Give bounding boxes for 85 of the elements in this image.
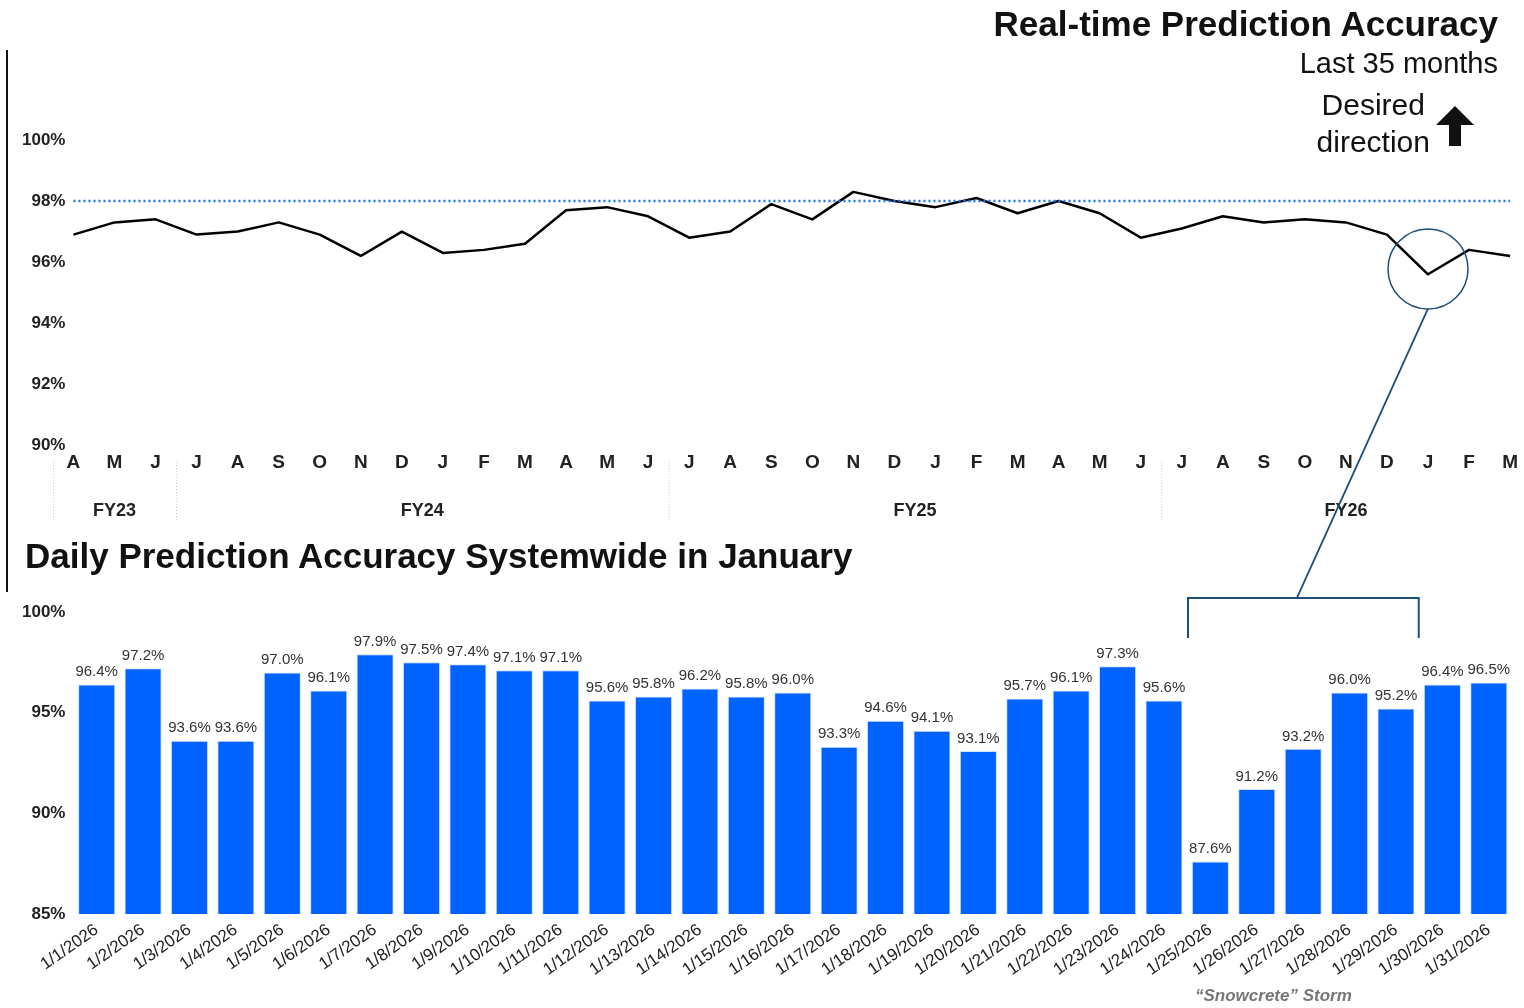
x-tick-label: J: [930, 450, 941, 472]
x-tick-label: J: [150, 450, 161, 472]
x-tick-label: S: [272, 450, 286, 472]
x-tick-label: N: [846, 450, 861, 472]
x-tick-label: M: [106, 450, 123, 472]
x-tick-label: D: [394, 450, 409, 472]
data-label: 93.3%: [817, 724, 861, 742]
x-tick-label: O: [312, 450, 328, 472]
x-tick-label: O: [1297, 450, 1313, 472]
data-label: 95.2%: [1374, 686, 1418, 704]
text: FY23: [93, 500, 137, 520]
data-label: 95.7%: [1003, 676, 1047, 694]
data-label: 96.4%: [75, 662, 118, 680]
y-tick-label: 90%: [31, 802, 66, 822]
x-tick-label: M: [1091, 450, 1108, 472]
x-tick-label: S: [764, 450, 778, 472]
x-tick-label: J: [191, 450, 202, 472]
y-tick-label: 98%: [31, 190, 66, 210]
x-tick-label: M: [599, 450, 615, 472]
y-tick-label: 100%: [22, 129, 66, 149]
y-tick-label: 85%: [31, 903, 66, 923]
data-label: 95.6%: [1142, 678, 1186, 696]
data-label: 93.6%: [214, 718, 258, 736]
x-tick-label: A: [1051, 450, 1066, 472]
x-tick-label: D: [1380, 450, 1394, 472]
text: FY24: [400, 500, 444, 520]
data-label: 91.2%: [1235, 766, 1279, 784]
data-label: 93.6%: [168, 718, 211, 736]
data-label: 97.1%: [493, 648, 536, 666]
chart-title: Real-time Prediction Accuracy: [993, 4, 1498, 44]
data-label: 96.2%: [678, 666, 722, 684]
data-label: 97.2%: [121, 646, 165, 663]
x-tick-label: J: [1422, 450, 1434, 472]
x-tick-label: F: [970, 450, 983, 472]
y-tick-label: 90%: [31, 434, 66, 454]
x-tick-label: S: [1257, 450, 1271, 472]
x-tick-label: O: [804, 450, 820, 472]
x-tick-label: A: [559, 450, 574, 472]
x-tick-label: J: [1176, 450, 1188, 472]
y-tick-label: 100%: [22, 601, 66, 621]
data-label: 94.6%: [864, 698, 907, 716]
data-label: 97.1%: [539, 648, 582, 666]
text: “Snowcrete” Storm: [1195, 986, 1352, 1006]
data-label: 93.2%: [1281, 726, 1325, 744]
x-tick-label: A: [723, 450, 738, 472]
data-label: 97.5%: [400, 639, 443, 657]
data-label: 96.1%: [1049, 668, 1093, 686]
data-label: 97.9%: [353, 631, 397, 649]
data-label: 96.1%: [307, 668, 350, 686]
x-tick-label: J: [1135, 450, 1146, 472]
x-tick-label: J: [683, 450, 695, 472]
data-label: 96.5%: [1467, 660, 1511, 678]
annotation: Desired direction: [1316, 87, 1430, 160]
data-label: 97.0%: [261, 650, 304, 668]
data-label: 93.1%: [957, 728, 1000, 746]
x-tick-label: M: [1502, 450, 1518, 472]
chart-subtitle: Last 35 months: [1299, 47, 1498, 80]
data-label: 97.4%: [446, 641, 490, 659]
x-tick-label: A: [230, 450, 245, 472]
x-tick-label: J: [642, 450, 654, 472]
x-tick-label: D: [887, 450, 902, 472]
text: FY25: [893, 500, 937, 520]
chart-title: Daily Prediction Accuracy Systemwide in January: [25, 536, 853, 576]
data-label: 96.0%: [1328, 670, 1371, 688]
x-tick-label: N: [353, 450, 368, 472]
x-tick-label: A: [1215, 450, 1230, 472]
data-label: 95.8%: [725, 674, 768, 692]
x-tick-label: M: [517, 450, 533, 472]
data-label: 96.4%: [1421, 662, 1464, 680]
x-tick-label: F: [478, 450, 490, 472]
data-label: 95.8%: [632, 674, 675, 692]
y-tick-label: 92%: [31, 373, 66, 393]
y-tick-label: 94%: [31, 312, 66, 332]
data-label: 97.3%: [1096, 643, 1139, 661]
data-label: 94.1%: [910, 708, 954, 726]
x-tick-label: J: [437, 450, 449, 472]
y-tick-label: 96%: [31, 251, 66, 271]
x-tick-label: N: [1339, 450, 1353, 472]
x-tick-label: A: [66, 450, 81, 472]
x-tick-label: M: [1009, 450, 1026, 472]
y-tick-label: 95%: [31, 702, 66, 722]
x-tick-label: F: [1463, 450, 1475, 472]
data-label: 95.6%: [585, 678, 629, 696]
data-label: 96.0%: [771, 670, 815, 688]
data-label: 87.6%: [1189, 839, 1232, 857]
